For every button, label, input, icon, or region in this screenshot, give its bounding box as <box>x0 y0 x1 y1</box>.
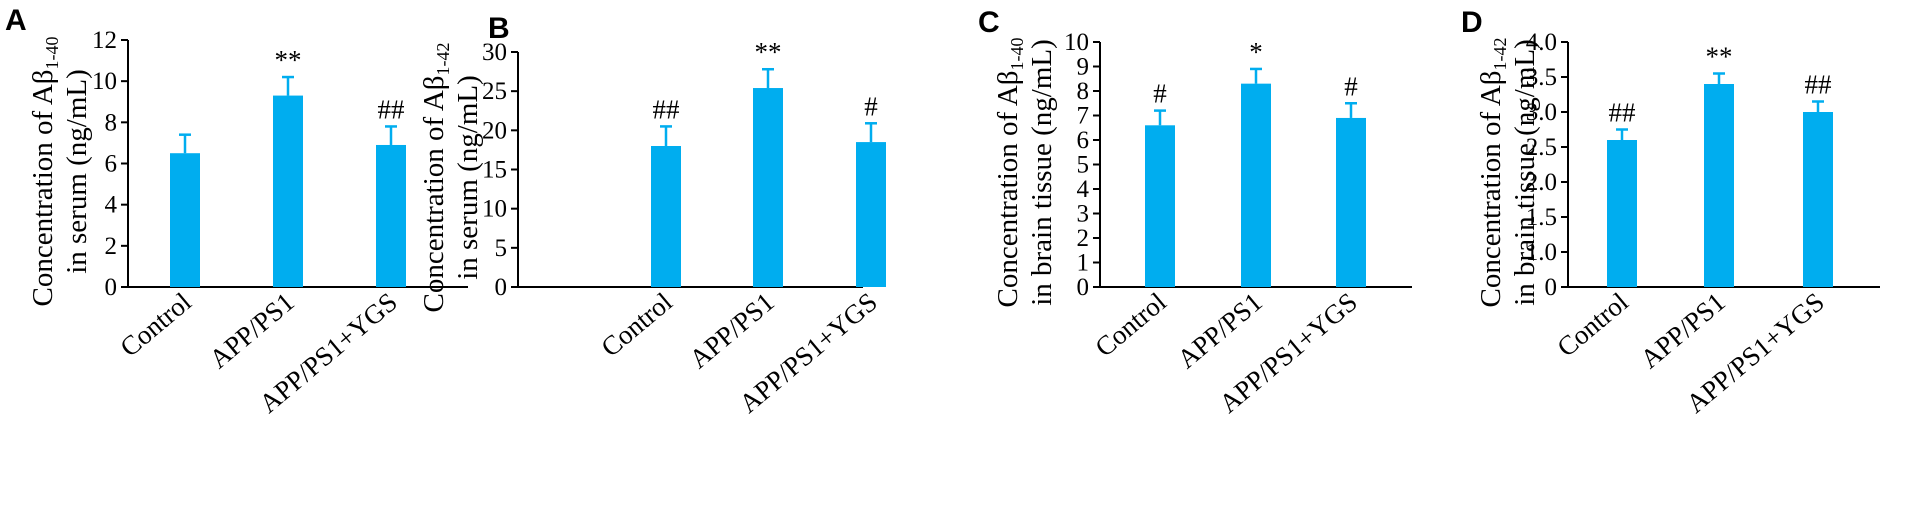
y-axis-label: Concentration of Aβ1-40in brain tissue (… <box>992 37 1058 307</box>
significance-marker: ## <box>1609 98 1637 128</box>
y-tick-label: 0 <box>495 274 508 301</box>
significance-marker: * <box>1249 37 1263 67</box>
bar-control <box>1607 140 1637 287</box>
y-tick-label: 9 <box>1077 54 1090 81</box>
y-tick-label: 0 <box>1545 274 1558 301</box>
panel-letter: C <box>978 6 1000 39</box>
x-category-label: APP/PS1 <box>1635 287 1731 375</box>
significance-marker: ## <box>378 94 406 124</box>
bar-app-ps1-ygs <box>1336 117 1366 287</box>
y-tick-label: 4 <box>105 192 118 219</box>
panel-letter: B <box>488 12 510 45</box>
y-axis-label-subscript: 1-40 <box>1007 37 1027 70</box>
x-category-label: Control <box>1089 287 1171 363</box>
panel-letter: A <box>5 4 27 37</box>
bar-app-ps1 <box>273 95 303 287</box>
y-tick-label: 2.5 <box>1526 134 1557 161</box>
y-tick-label: 1 <box>1077 250 1090 277</box>
y-tick-label: 5 <box>1077 152 1090 179</box>
y-axis-label-subscript: 1-42 <box>1490 37 1510 70</box>
y-tick-label: 5 <box>495 235 508 262</box>
y-tick-label: 10 <box>1064 29 1089 56</box>
y-axis-label-line2: in brain tissue (ng/mL) <box>1026 39 1058 306</box>
x-category-label: APP/PS1 <box>684 287 780 375</box>
y-tick-label: 8 <box>1077 78 1090 105</box>
y-tick-label: 10 <box>92 68 117 95</box>
y-axis-label: Concentration of Aβ1-42in brain tissue (… <box>1475 37 1541 307</box>
significance-marker: ## <box>1805 70 1833 100</box>
significance-marker: ** <box>755 37 782 67</box>
y-axis-label-line2: in serum (ng/mL) <box>61 69 93 274</box>
significance-marker: # <box>1344 71 1358 101</box>
y-tick-label: 4 <box>1077 176 1090 203</box>
bar-app-ps1 <box>1241 83 1271 288</box>
y-tick-label: 3 <box>1077 201 1090 228</box>
y-axis-label-subscript: 1-40 <box>42 36 62 69</box>
bar-app-ps1 <box>753 88 783 288</box>
y-tick-label: 12 <box>92 27 117 54</box>
y-axis-label-line2: in serum (ng/mL) <box>452 75 484 280</box>
bar-app-ps1-ygs <box>1803 112 1833 287</box>
significance-marker: # <box>864 91 878 121</box>
y-axis-label-line1: Concentration of Aβ <box>1475 70 1507 307</box>
bar-control <box>1145 125 1175 287</box>
y-tick-label: 1.5 <box>1526 204 1557 231</box>
y-tick-label: 0 <box>1077 274 1090 301</box>
bar-control <box>651 146 681 287</box>
significance-marker: # <box>1153 79 1167 109</box>
y-tick-label: 2 <box>105 233 118 260</box>
y-tick-label: 3.0 <box>1526 99 1557 126</box>
bar-app-ps1-ygs <box>856 142 886 287</box>
significance-marker: ## <box>653 94 681 124</box>
y-tick-label: 8 <box>105 109 118 136</box>
y-tick-label: 6 <box>1077 127 1090 154</box>
y-axis-label-line2: in brain tissue (ng/mL) <box>1509 39 1541 306</box>
x-category-label: Control <box>114 287 196 363</box>
y-axis-label-subscript: 1-42 <box>433 42 453 75</box>
y-tick-label: 6 <box>105 151 118 178</box>
panel-letter: D <box>1461 6 1483 39</box>
y-tick-label: 0 <box>105 274 118 301</box>
y-tick-label: 30 <box>482 39 507 66</box>
y-axis-label-line1: Concentration of Aβ <box>992 70 1024 307</box>
y-axis-label: Concentration of Aβ1-42in serum (ng/mL) <box>418 42 484 312</box>
y-tick-label: 7 <box>1077 103 1090 130</box>
y-tick-label: 3.5 <box>1526 64 1557 91</box>
significance-marker: ** <box>1706 42 1733 72</box>
x-category-label: APP/PS1 <box>204 287 300 375</box>
y-axis-label-line1: Concentration of Aβ <box>418 75 450 312</box>
y-axis-label: Concentration of Aβ1-40in serum (ng/mL) <box>27 36 93 306</box>
y-tick-label: 2.0 <box>1526 169 1557 196</box>
significance-marker: ** <box>275 45 302 75</box>
x-category-label: Control <box>595 287 677 363</box>
y-tick-label: 4.0 <box>1526 29 1557 56</box>
x-category-label: Control <box>1551 287 1633 363</box>
y-tick-label: 10 <box>482 196 507 223</box>
bar-control <box>170 153 200 287</box>
y-tick-label: 15 <box>482 157 507 184</box>
y-tick-label: 2 <box>1077 225 1090 252</box>
bar-app-ps1 <box>1704 84 1734 287</box>
bar-app-ps1-ygs <box>376 144 406 287</box>
y-tick-label: 25 <box>482 78 507 105</box>
y-tick-label: 1.0 <box>1526 239 1557 266</box>
y-tick-label: 20 <box>482 117 507 144</box>
y-axis-label-line1: Concentration of Aβ <box>27 69 59 306</box>
